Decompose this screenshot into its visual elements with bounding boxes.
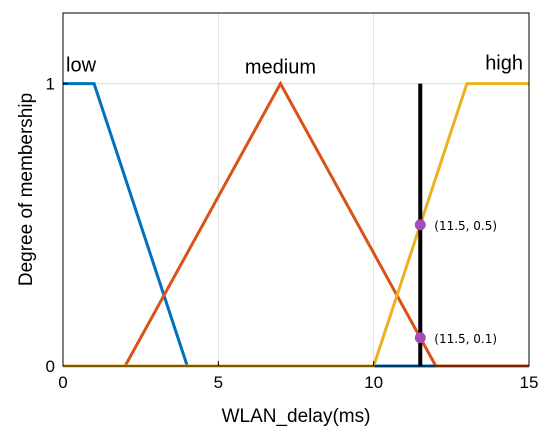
- x-tick-label: 5: [214, 373, 223, 392]
- x-axis-label: WLAN_delay(ms): [222, 406, 371, 427]
- x-tick-label: 15: [520, 373, 539, 392]
- overlay-group: [414, 83, 426, 366]
- y-axis-label: Degree of membership: [16, 93, 37, 286]
- ticks-group: 0 5 10 15 0 1: [46, 75, 539, 392]
- intersection-point: [414, 332, 426, 344]
- series-label-low: low: [66, 55, 97, 77]
- point-label: (11.5, 0.5): [434, 219, 497, 233]
- x-tick-label: 0: [58, 373, 67, 392]
- series-label-high: high: [485, 53, 523, 75]
- point-label: (11.5, 0.1): [434, 332, 497, 346]
- y-tick-label: 0: [46, 357, 55, 376]
- x-tick-label: 10: [364, 373, 383, 392]
- labels-group: low medium high (11.5, 0.5) (11.5, 0.1): [66, 53, 523, 346]
- y-tick-label: 1: [46, 75, 55, 94]
- intersection-point: [414, 219, 426, 231]
- plot-frame: [62, 12, 530, 367]
- series-label-medium: medium: [245, 57, 316, 79]
